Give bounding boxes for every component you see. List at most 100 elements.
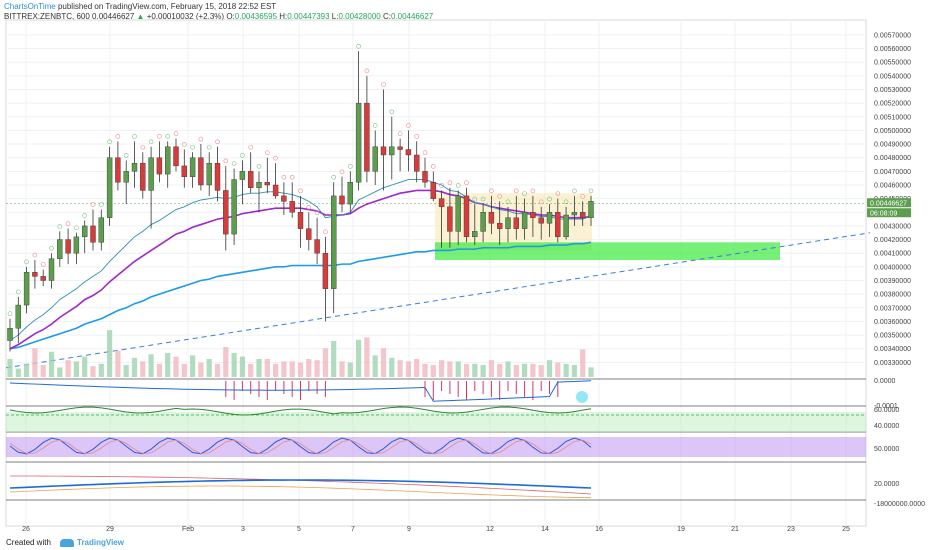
candle-body (331, 195, 337, 289)
volume-bar (414, 359, 420, 377)
volume-bar (422, 363, 428, 377)
candle-body (264, 182, 270, 186)
candle-body (397, 146, 403, 150)
tradingview-logo-icon[interactable] (60, 539, 74, 547)
td-count-marker (256, 164, 262, 169)
indicator-line-blue (9, 479, 592, 489)
candle-body (306, 228, 312, 240)
price-chart[interactable]: 0.00570000 0.00560000 0.00550000 0.00540000… (0, 0, 932, 536)
candle-body (588, 201, 594, 218)
candle-body (571, 212, 578, 216)
tradingview-brand[interactable]: TradingView (77, 538, 124, 547)
volume-bar (165, 353, 171, 377)
td-count-marker (572, 188, 577, 194)
candle-body (164, 146, 171, 175)
volume-bar (588, 367, 594, 377)
td-count-marker (464, 180, 469, 186)
td-count-marker (414, 134, 420, 139)
td-count-marker (530, 188, 536, 194)
td-count-marker (264, 150, 270, 156)
stoch-d-line (9, 439, 592, 455)
volume-bar (24, 363, 30, 377)
td-count-marker (513, 188, 519, 194)
candle-body (530, 212, 536, 218)
x-tick-label: 16 (595, 526, 603, 533)
volume-bar (264, 359, 270, 377)
volume-bar (98, 363, 104, 377)
volume-bar (90, 366, 96, 377)
td-count-marker (82, 213, 87, 218)
volume-bar (314, 360, 320, 377)
candle-body (57, 239, 63, 259)
volume-bar (347, 362, 353, 377)
candle-body (422, 171, 428, 183)
volume-bar (530, 363, 536, 377)
volume-bar (563, 363, 569, 377)
candle-body (15, 304, 22, 329)
candle-body (223, 190, 229, 235)
high-label: H: (279, 12, 288, 21)
candle-body (455, 195, 461, 232)
chart-header: ChartsOnTime published on TradingView.co… (4, 2, 433, 22)
y-tick-label: 0.00520000 (874, 101, 911, 108)
close-label: C: (382, 12, 391, 21)
candle-body (364, 102, 370, 172)
td-count-marker (588, 188, 594, 194)
macd-axis-label: -0.0001 (874, 403, 898, 410)
y-tick-label: 0.00570000 (874, 32, 911, 39)
td-count-marker (306, 204, 312, 210)
volume-bar (32, 348, 38, 377)
y-tick-label: 0.00410000 (874, 251, 911, 258)
td-count-marker (580, 194, 586, 199)
volume-bar (198, 362, 204, 377)
volume-bar (239, 356, 245, 377)
volume-bar (497, 363, 503, 377)
x-tick-label: 14 (541, 526, 549, 533)
wavetrend-line (9, 406, 592, 416)
candle-body (380, 146, 387, 156)
volume-bar (223, 347, 229, 377)
td-count-marker (74, 225, 79, 231)
time-axis[interactable]: 26 29 Feb 3 5 7 9 12 14 16 19 21 23 25 (22, 526, 850, 533)
volume-bar (173, 356, 179, 377)
y-tick-label: 0.00340000 (874, 346, 911, 353)
td-count-marker (248, 144, 253, 150)
volume-bar (281, 361, 287, 377)
y-tick-label: 0.00350000 (874, 333, 911, 340)
high-value: 0.00447393 (287, 12, 330, 21)
macd-cross-marker (576, 391, 588, 403)
wavetrend-axis-label: 60.0000 (874, 407, 899, 414)
candle-body (447, 206, 453, 232)
volume-bar (463, 363, 470, 377)
candle-body (438, 198, 445, 208)
td-count-marker (563, 199, 569, 205)
publisher-name[interactable]: ChartsOnTime (4, 2, 56, 11)
price-axis[interactable]: 0.00570000 0.00560000 0.00550000 0.00540000… (867, 32, 925, 508)
td-count-marker (439, 183, 444, 188)
volume-bar (306, 359, 312, 377)
candle-body (7, 328, 13, 341)
volume-bar (447, 361, 453, 377)
trendline (5, 232, 871, 369)
stoch-k-line (9, 437, 592, 455)
td-count-marker (157, 134, 162, 139)
candle-body (32, 272, 38, 277)
td-count-marker (447, 180, 453, 186)
volume-bar (372, 355, 378, 377)
td-count-marker (115, 134, 121, 139)
td-count-marker (289, 174, 295, 180)
stoch-axis-label: 50.0000 (874, 446, 899, 453)
candle-body (430, 182, 436, 199)
y-tick-label: 0.00540000 (874, 73, 911, 80)
td-count-marker (281, 174, 287, 180)
volume-bar (231, 353, 237, 377)
macd-pane (9, 380, 592, 403)
candle-body (389, 146, 395, 156)
td-count-marker (15, 289, 21, 295)
wavetrend-band (6, 412, 866, 432)
candle-body (173, 146, 179, 167)
y-tick-label: 0.00420000 (874, 237, 911, 244)
candle-body (115, 157, 121, 183)
candle-body (339, 195, 345, 205)
td-count-marker (381, 82, 386, 87)
